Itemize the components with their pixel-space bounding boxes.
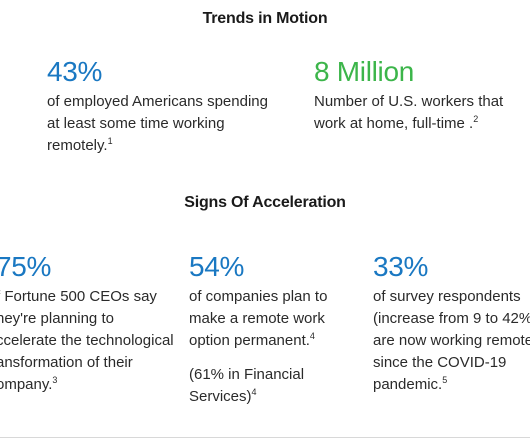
stat-employed-remote: 43% of employed Americans spending at le…	[47, 57, 268, 157]
stat-survey: 33% of survey respondents (increase from…	[373, 252, 530, 396]
stat-line: ccelerate the technological	[0, 332, 174, 349]
bottom-divider	[0, 437, 530, 438]
stat-line: pandemic.	[373, 376, 443, 393]
stat-line-last: work at home, full-time .2	[314, 113, 503, 135]
stat-value: 75%	[0, 251, 52, 282]
stat-line: Number of U.S. workers that	[314, 93, 504, 110]
footnote-marker: 4	[309, 331, 315, 341]
stat-line: ompany.	[0, 376, 53, 393]
footnote-marker: 2	[473, 114, 479, 124]
stat-home-workers: 8 Million Number of U.S. workers that wo…	[314, 57, 503, 135]
section-title-acceleration: Signs Of Acceleration	[184, 194, 346, 211]
footnote-marker: 4	[251, 387, 257, 397]
stat-companies: 54% of companies plan to make a remote w…	[189, 252, 327, 408]
stat-description: Number of U.S. workers that work at home…	[314, 91, 503, 135]
stat-note-line: (61% in Financial	[189, 366, 305, 383]
stat-line: since the COVID-19	[373, 354, 507, 371]
section-title-trends: Trends in Motion	[202, 10, 328, 27]
stat-description: of employed Americans spending at least …	[47, 91, 268, 157]
footnote-marker: 1	[107, 136, 113, 146]
stat-line: (increase from 9 to 42%)	[373, 310, 530, 327]
stat-line: hey're planning to	[0, 310, 114, 327]
stat-value: 54%	[189, 251, 245, 282]
stat-description: of companies plan to make a remote work …	[189, 286, 327, 352]
stat-line-last: option permanent.4	[189, 330, 327, 352]
stat-line: work at home, full-time .	[314, 115, 474, 132]
stat-line: of employed Americans spending	[47, 93, 268, 110]
stat-line: at least some time working	[47, 115, 225, 132]
stat-line: remotely.	[47, 137, 108, 154]
stat-value: 33%	[373, 251, 429, 282]
footnote-marker: 3	[52, 375, 58, 385]
stat-note-line-last: Services)4	[189, 386, 327, 408]
stat-description: of survey respondents (increase from 9 t…	[373, 286, 530, 396]
stat-description: f Fortune 500 CEOs say hey're planning t…	[0, 286, 174, 396]
stat-line-last: ompany.3	[0, 374, 174, 396]
stat-line: of survey respondents	[373, 288, 521, 305]
stat-value: 43%	[47, 56, 103, 87]
stat-line: option permanent.	[189, 332, 310, 349]
stat-line: f Fortune 500 CEOs say	[0, 288, 157, 305]
stat-note-line: Services)	[189, 388, 252, 405]
stat-note: (61% in Financial Services)4	[189, 364, 327, 408]
stat-line-last: remotely.1	[47, 135, 268, 157]
stat-line: are now working remote	[373, 332, 530, 349]
stat-ceos: 75% f Fortune 500 CEOs say hey're planni…	[0, 252, 174, 396]
stat-line: of companies plan to	[189, 288, 328, 305]
stat-line-last: pandemic.5	[373, 374, 530, 396]
stat-value: 8 Million	[314, 56, 415, 87]
footnote-marker: 5	[442, 375, 448, 385]
stat-line: ansformation of their	[0, 354, 133, 371]
stat-line: make a remote work	[189, 310, 325, 327]
